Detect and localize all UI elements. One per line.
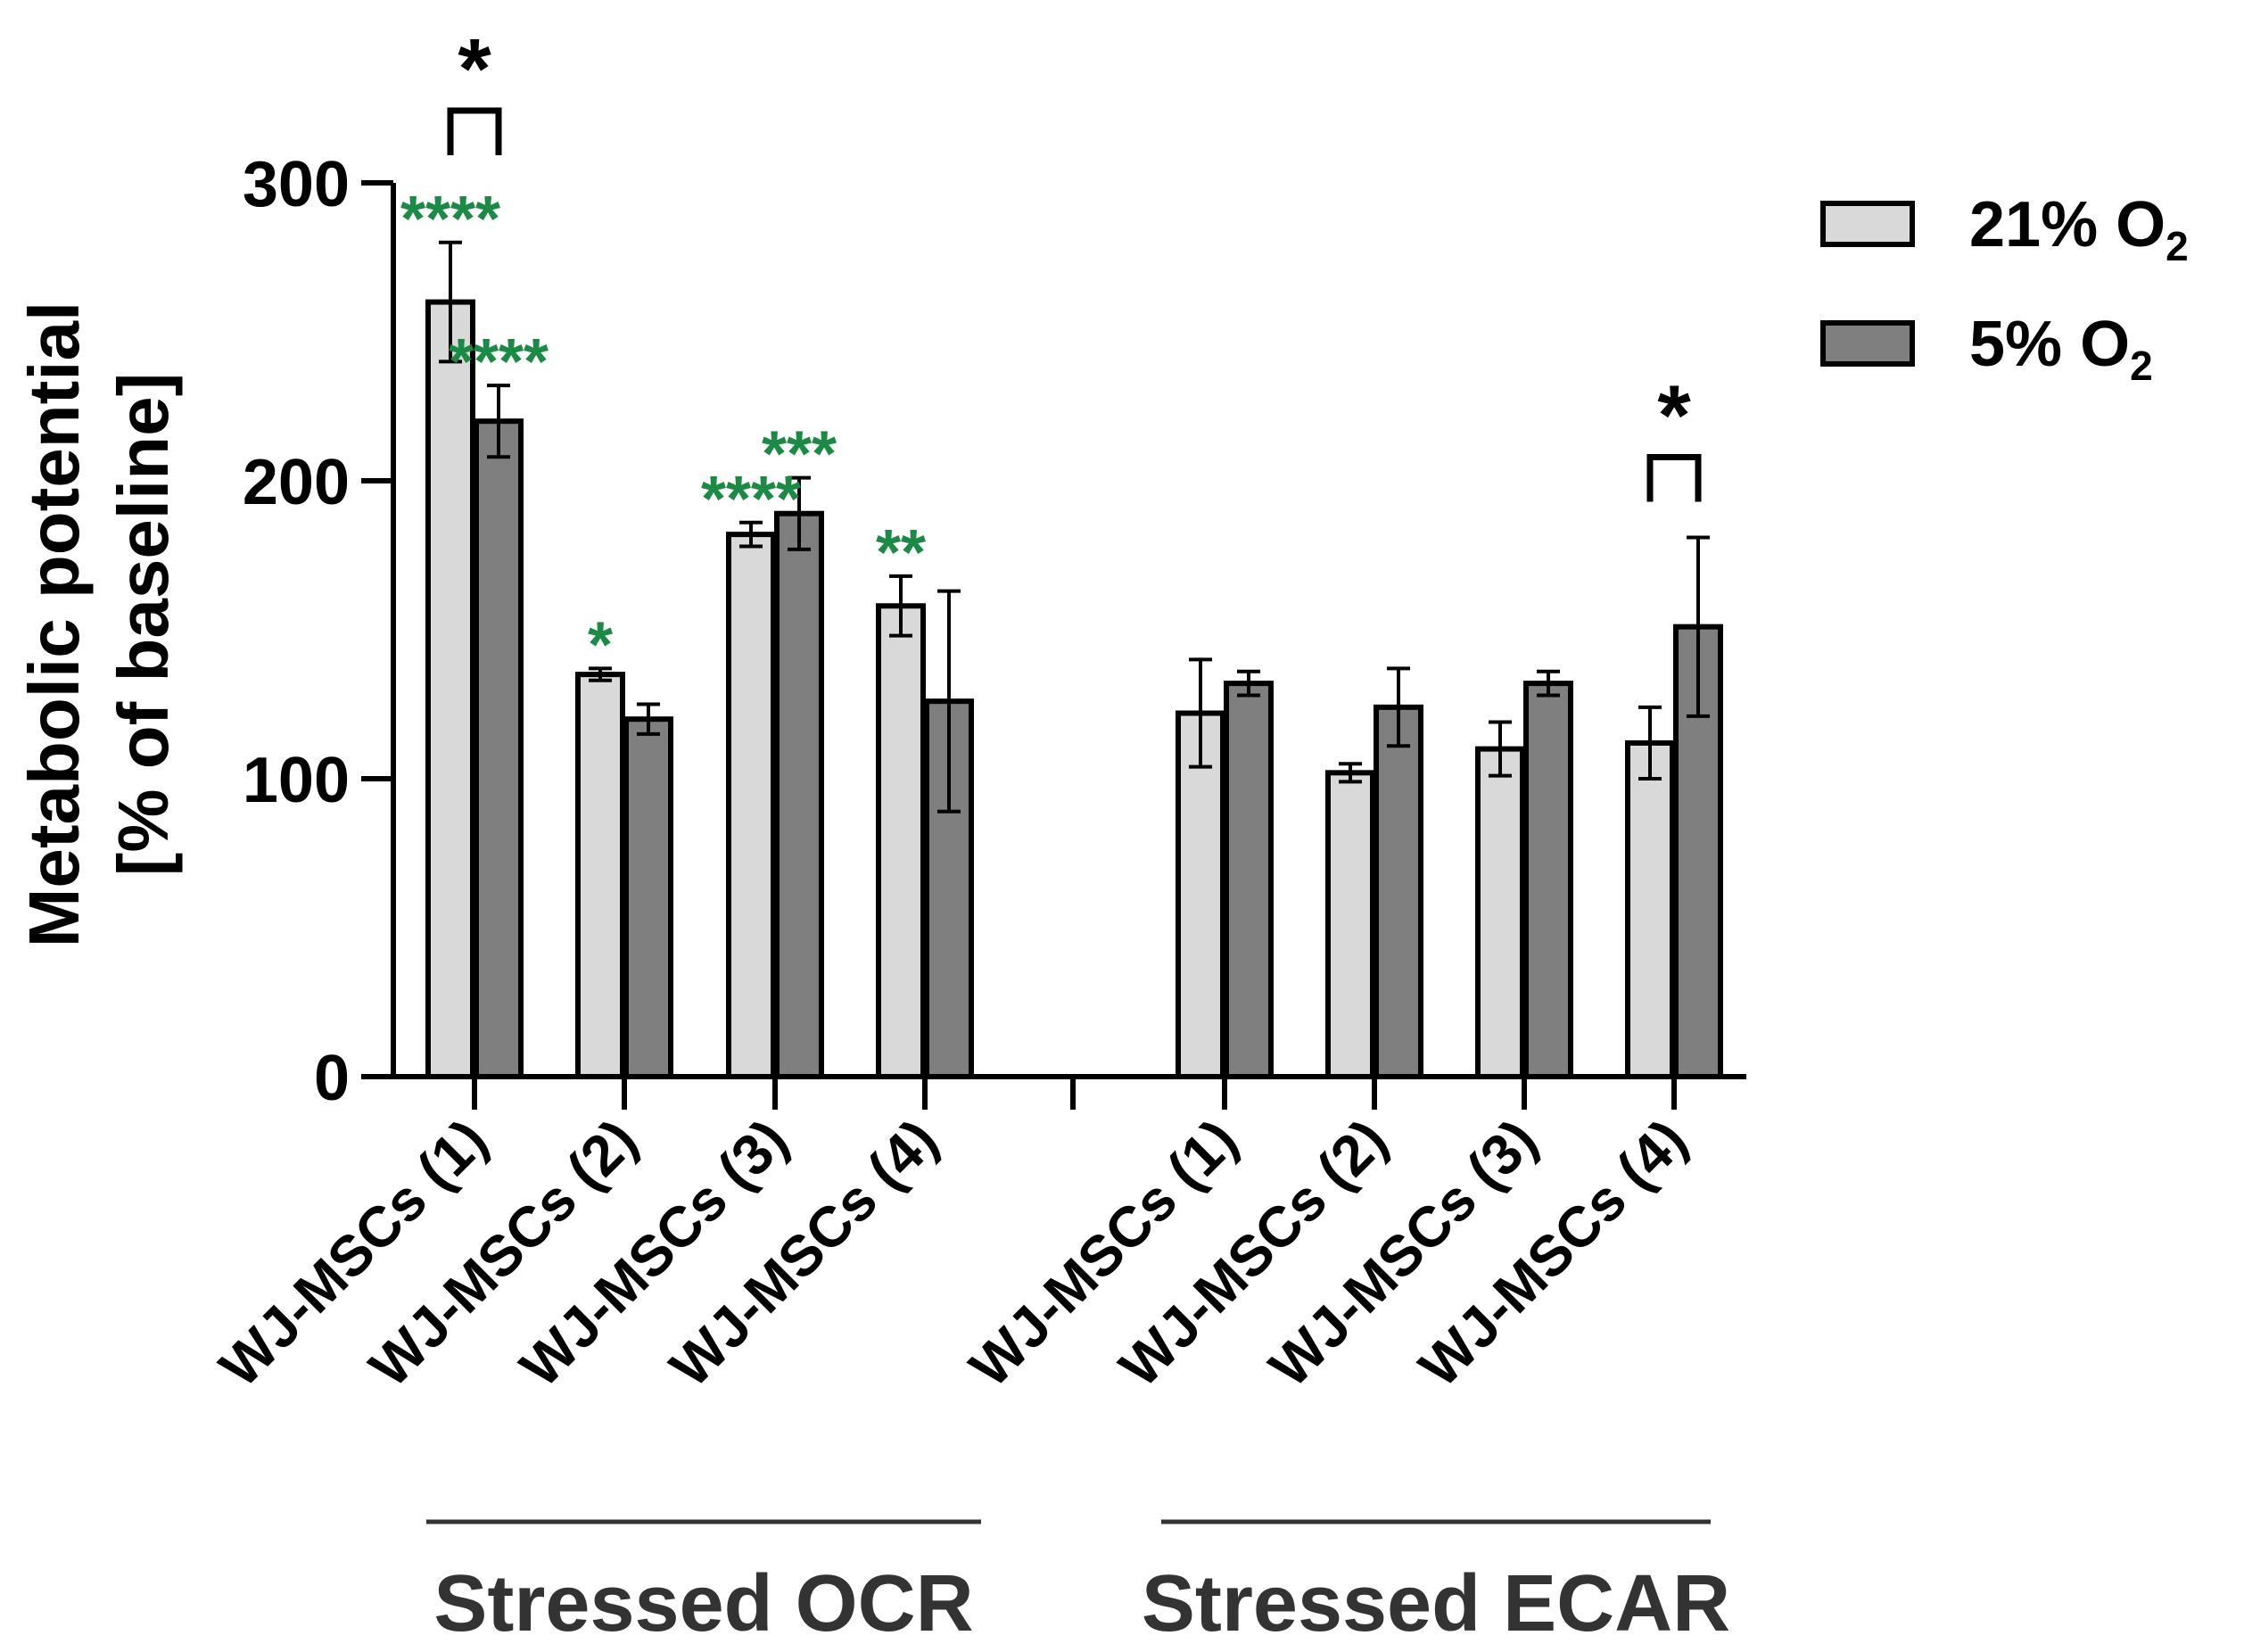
x-tick-label-7: WJ-MSCs (4): [1407, 1107, 1698, 1399]
bar-s0-c0: [425, 299, 475, 1080]
y-axis-title-line1: Metabolic potential: [14, 301, 94, 948]
group-label-1: Stressed ECAR: [1142, 1559, 1730, 1648]
bar-s0-c5: [1325, 770, 1375, 1079]
bar-s1-c5: [1374, 704, 1423, 1080]
y-tick-label-300: 300: [243, 149, 350, 220]
sig-baseline-5: **: [876, 517, 926, 589]
bar-s0-c7: [1625, 739, 1675, 1079]
bar-s1-c1: [623, 716, 673, 1079]
y-tick-label-0: 0: [314, 1043, 350, 1114]
legend-label-5: 5% O2: [1969, 309, 2153, 389]
bar-s1-c6: [1523, 681, 1573, 1079]
legend-swatch-5: [1820, 320, 1915, 367]
sig-baseline-1: ****: [449, 326, 549, 398]
x-tick-label-6: WJ-MSCs (3): [1257, 1107, 1548, 1399]
x-tick-label-0: WJ-MSCs (1): [207, 1107, 499, 1399]
sig-baseline-2: *: [588, 609, 613, 681]
bar-s1-c0: [474, 418, 524, 1079]
bar-s1-c2: [774, 510, 824, 1079]
sig-between-star-1: *: [1657, 368, 1691, 463]
bar-s1-c4: [1224, 681, 1274, 1079]
x-tick-label-1: WJ-MSCs (2): [357, 1107, 648, 1399]
x-tick-label-3: WJ-MSCs (4): [657, 1107, 949, 1399]
sig-baseline-4: ***: [762, 419, 837, 491]
x-tick-label-4: WJ-MSCs (1): [957, 1107, 1249, 1399]
legend: 21% O2 5% O2: [1820, 189, 2189, 389]
sig-baseline-0: ****: [400, 184, 500, 255]
y-tick-label-200: 200: [243, 447, 350, 518]
sig-between-star-0: *: [458, 21, 491, 117]
y-tick-label-100: 100: [243, 745, 350, 816]
bar-s0-c3: [876, 603, 926, 1079]
x-tick-label-2: WJ-MSCs (3): [507, 1107, 799, 1399]
group-label-0: Stressed OCR: [433, 1559, 973, 1648]
y-axis-title-line2: [% of baseline]: [103, 373, 183, 877]
sig-bracket-0: [447, 107, 502, 155]
bar-s0-c4: [1176, 710, 1225, 1080]
bar-s0-c1: [575, 672, 625, 1079]
x-tick-label-5: WJ-MSCs (2): [1107, 1107, 1398, 1399]
bar-s0-c6: [1475, 746, 1525, 1079]
sig-bracket-1: [1646, 453, 1702, 502]
legend-label-21: 21% O2: [1969, 189, 2189, 269]
sig-baseline-3: ****: [701, 464, 801, 535]
bar-s0-c2: [726, 532, 776, 1079]
legend-swatch-21: [1820, 201, 1915, 247]
